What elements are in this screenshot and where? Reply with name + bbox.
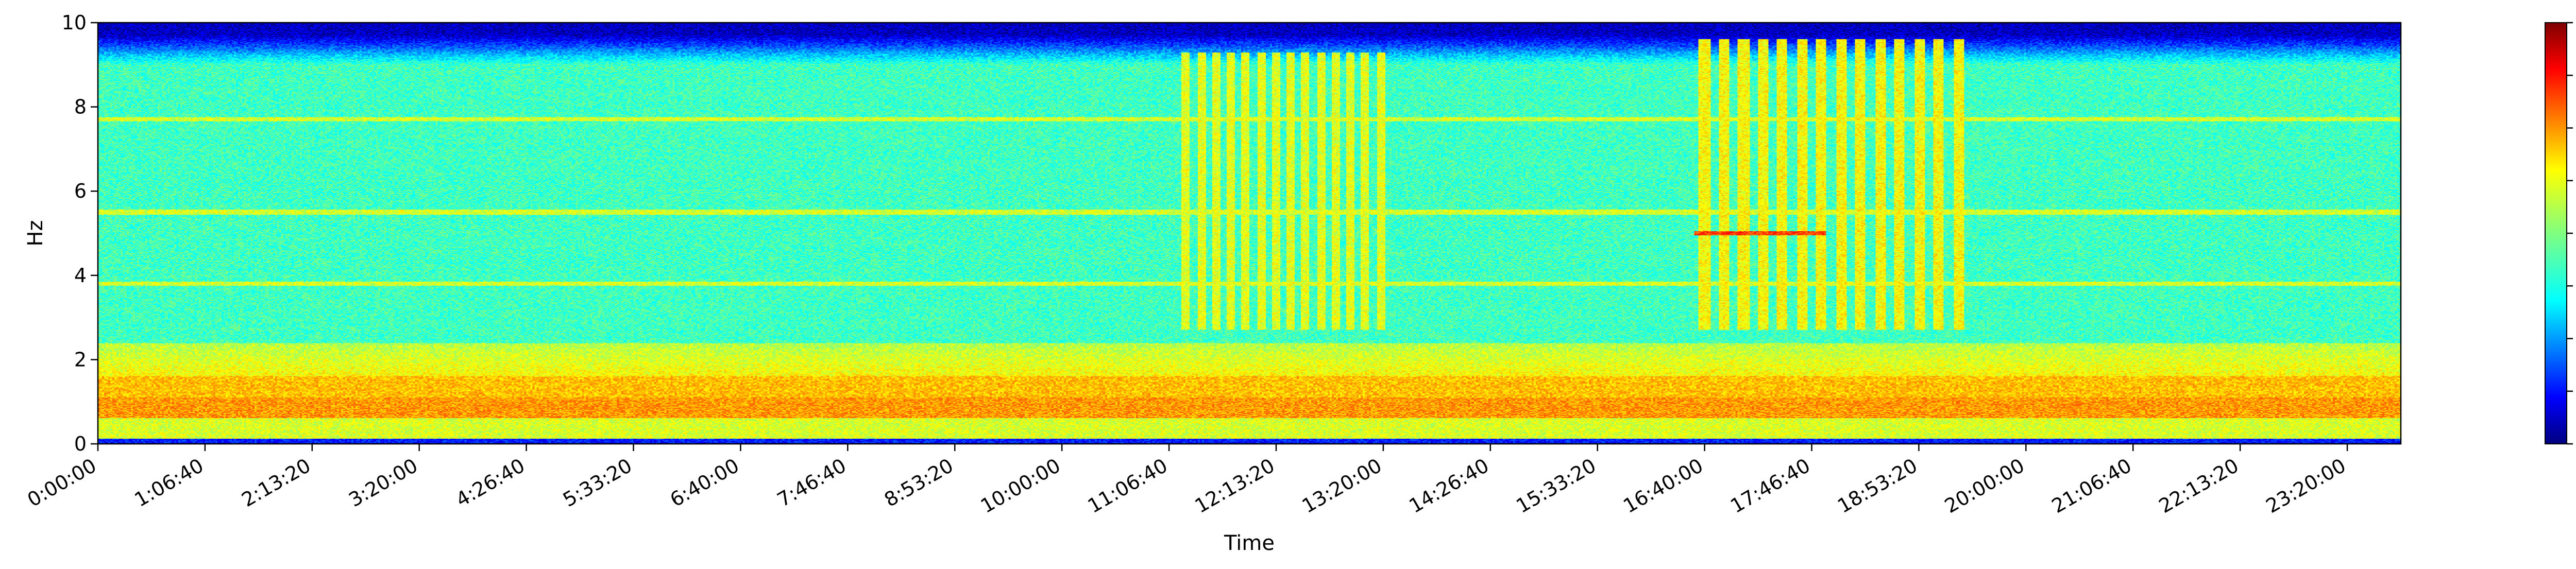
y-tick-label: 10 [62,11,87,34]
x-tick-label: 17:46:40 [1726,454,1814,518]
y-tick-label: 0 [74,433,87,455]
x-tick-label: 2:13:20 [238,454,314,511]
x-tick-label: 7:46:40 [773,454,850,511]
y-axis: 0 2 4 6 8 10 [62,11,98,455]
x-tick-label: 14:26:40 [1405,454,1493,518]
x-axis: 0:00:00 1:06:40 2:13:20 3:20:00 4:26:40 5:33:… [24,444,2350,518]
x-tick-label: 20:00:00 [1941,454,2028,518]
y-tick-label: 8 [74,96,87,118]
spectrogram-image [98,23,2401,444]
spectrogram-image-container [98,23,2401,444]
y-tick-label: 4 [74,264,87,287]
x-tick-label: 13:20:00 [1298,454,1386,518]
colorbar-gradient [2545,22,2567,444]
plot-frame [97,22,2402,445]
x-tick-label: 23:20:00 [2262,454,2350,518]
colorbar-ticks: +0 dB-10 dB-20 dB-30 dB-40 dB-50 dB-60 d… [2567,22,2573,445]
x-tick-label: 1:06:40 [131,454,208,511]
y-tick-label: 2 [74,348,87,371]
plot-area [97,22,2402,445]
x-tick-label: 5:33:20 [559,454,636,511]
x-tick-label: 21:06:40 [2048,454,2136,518]
x-tick-label: 12:13:20 [1191,454,1279,518]
colorbar: +0 dB-10 dB-20 dB-30 dB-40 dB-50 dB-60 d… [2545,22,2573,445]
x-tick-label: 8:53:20 [880,454,957,511]
x-tick-label: 6:40:00 [666,454,743,511]
x-tick-label: 0:00:00 [24,454,100,511]
x-tick-label: 3:20:00 [345,454,421,511]
x-tick-label: 16:40:00 [1619,454,1707,518]
x-axis-label: Time [1224,531,1275,555]
x-tick-label: 15:33:20 [1512,454,1600,518]
y-tick-label: 6 [74,180,87,202]
x-tick-label: 4:26:40 [452,454,529,511]
x-tick-label: 10:00:00 [977,454,1064,518]
x-tick-label: 22:13:20 [2155,454,2243,518]
x-tick-label: 11:06:40 [1084,454,1172,518]
y-axis-label: Hz [24,220,47,246]
x-tick-label: 18:53:20 [1834,454,1921,518]
